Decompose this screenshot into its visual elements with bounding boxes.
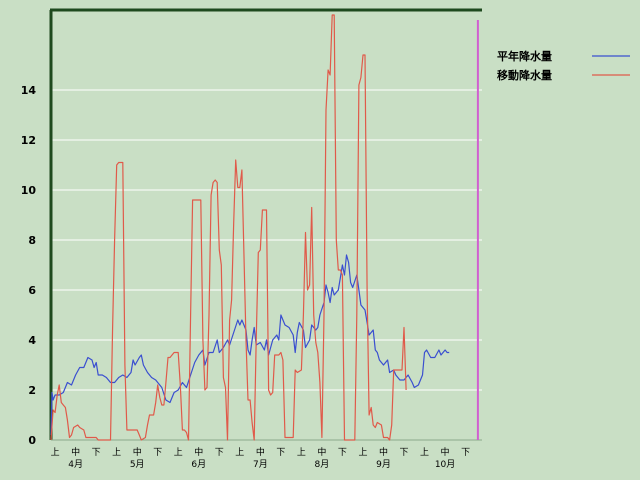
x-period-label: 中 xyxy=(441,446,450,458)
y-tick-label: 12 xyxy=(21,134,36,147)
x-month-label: 10月 xyxy=(435,459,455,470)
x-period-label: 上 xyxy=(358,447,367,458)
x-period-label: 下 xyxy=(92,448,101,458)
x-period-label: 上 xyxy=(51,447,60,458)
x-period-label: 上 xyxy=(297,447,306,458)
x-period-label: 中 xyxy=(71,446,80,458)
x-period-label: 中 xyxy=(194,446,203,458)
x-period-label: 上 xyxy=(420,447,429,458)
series-line-moving-precipitation xyxy=(50,14,407,441)
y-tick-label: 2 xyxy=(28,384,36,397)
x-period-label: 下 xyxy=(400,448,409,458)
x-period-label: 上 xyxy=(112,447,121,458)
y-tick-label: 6 xyxy=(28,284,36,297)
y-tick-label: 8 xyxy=(28,234,36,247)
y-tick-label: 0 xyxy=(28,434,36,447)
y-tick-label: 14 xyxy=(21,84,37,97)
x-month-label: 6月 xyxy=(191,459,206,470)
y-tick-label: 4 xyxy=(28,334,36,347)
x-period-label: 中 xyxy=(256,446,265,458)
x-period-label: 上 xyxy=(174,447,183,458)
x-period-label: 下 xyxy=(215,448,224,458)
x-month-label: 4月 xyxy=(68,459,83,470)
x-period-label: 下 xyxy=(461,448,470,458)
x-month-label: 5月 xyxy=(130,459,145,470)
x-period-label: 下 xyxy=(153,448,162,458)
y-tick-label: 10 xyxy=(21,184,37,197)
x-period-label: 中 xyxy=(379,446,388,458)
x-month-label: 9月 xyxy=(376,459,391,470)
x-period-label: 下 xyxy=(338,448,347,458)
x-month-label: 8月 xyxy=(315,459,330,470)
legend-label: 移動降水量 xyxy=(497,68,552,82)
x-period-label: 中 xyxy=(133,446,142,458)
series-line-normal-precipitation xyxy=(50,254,450,436)
x-period-label: 中 xyxy=(317,446,326,458)
x-month-label: 7月 xyxy=(253,459,268,470)
x-period-label: 上 xyxy=(235,447,244,458)
legend-label: 平年降水量 xyxy=(497,49,552,63)
x-period-label: 下 xyxy=(276,448,285,458)
